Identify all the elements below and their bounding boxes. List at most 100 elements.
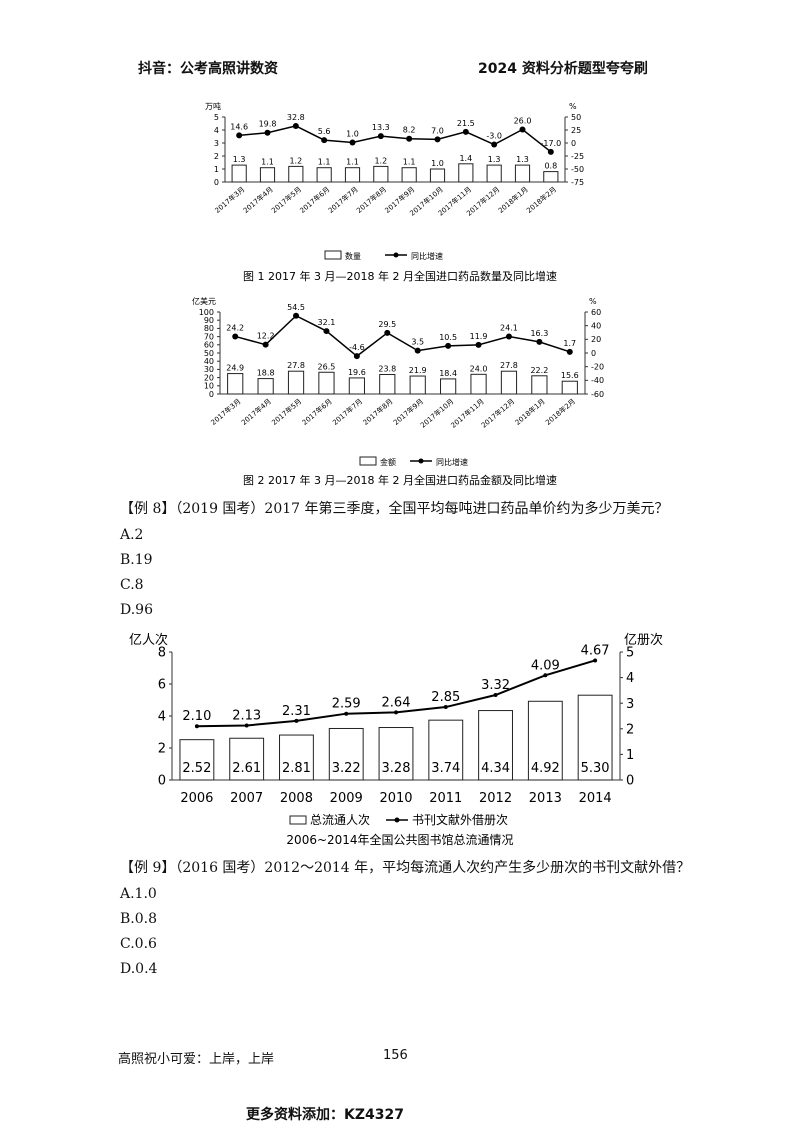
left-tick-label: 0 — [158, 774, 166, 789]
line-value-label: 24.2 — [226, 323, 244, 332]
line-point — [593, 658, 598, 663]
q8-option-c[interactable]: C.8 — [120, 577, 144, 593]
line-point — [394, 710, 398, 715]
bar — [486, 164, 502, 183]
line-point — [543, 673, 548, 678]
legend-line-marker — [418, 458, 424, 464]
bar — [401, 167, 417, 183]
bar — [287, 370, 305, 395]
left-tick-label: 30 — [204, 365, 214, 374]
bar — [458, 163, 474, 183]
left-tick-label: 4 — [214, 126, 219, 135]
q9-option-a[interactable]: A.1.0 — [120, 886, 157, 902]
x-tick-label: 2017年8月 — [355, 185, 389, 215]
left-tick-label: 60 — [204, 341, 214, 350]
bar-value-label: 1.0 — [431, 159, 444, 168]
line-value-label: 54.5 — [287, 303, 305, 312]
q9-option-c[interactable]: C.0.6 — [120, 936, 157, 952]
legend-bar-label: 金额 — [380, 457, 396, 467]
line-series — [235, 314, 571, 358]
line-value-label: 7.0 — [431, 126, 444, 135]
line-point — [294, 718, 299, 723]
right-tick-label: 1 — [626, 748, 634, 763]
page-number: 156 — [383, 1048, 408, 1063]
left-axis-unit: 亿美元 — [192, 296, 216, 306]
bar-value-label: 1.3 — [488, 155, 501, 164]
line-point — [519, 126, 526, 133]
bar-value-label: 1.2 — [374, 156, 387, 165]
bar — [440, 378, 457, 395]
line-point — [462, 128, 469, 135]
right-tick-label: 2 — [626, 722, 634, 737]
line-point — [344, 711, 349, 716]
line-value-label: 12.2 — [257, 332, 275, 341]
bar-value-label: 24.9 — [226, 364, 244, 373]
x-tick-label: 2009 — [330, 791, 363, 806]
bar-value-label: 27.8 — [500, 361, 518, 370]
bar — [514, 164, 531, 183]
line-value-label: 2.85 — [431, 690, 460, 705]
legend-line-label: 同比增速 — [436, 457, 468, 467]
left-tick-label: 2 — [158, 742, 166, 757]
bar-value-label: 3.28 — [382, 761, 411, 776]
x-tick-label: 2010 — [379, 791, 412, 806]
bar-value-label: 19.6 — [348, 368, 366, 377]
bar-value-label: 23.8 — [378, 364, 396, 373]
left-axis-unit: 万吨 — [205, 101, 221, 111]
legend-bar-swatch — [289, 815, 307, 825]
bar — [500, 370, 518, 395]
line-point — [505, 333, 512, 340]
q9-option-b[interactable]: B.0.8 — [120, 911, 158, 927]
q8-option-d[interactable]: D.96 — [120, 602, 153, 618]
line-value-label: -17.0 — [540, 139, 561, 148]
line-value-label: 1.0 — [346, 129, 359, 138]
bar — [527, 700, 563, 781]
bar-value-label: 18.8 — [257, 369, 275, 378]
bar — [344, 167, 361, 183]
x-tick-label: 2006 — [180, 791, 213, 806]
footer-contact: 更多资料添加：KZ4327 — [246, 1107, 404, 1123]
left-tick-label: 90 — [204, 316, 214, 325]
bar — [409, 375, 426, 395]
bar-value-label: 1.3 — [516, 155, 529, 164]
bar — [428, 719, 464, 781]
bar-value-label: 22.2 — [530, 366, 548, 375]
line-point — [349, 139, 356, 146]
bar-value-label: 1.2 — [289, 156, 302, 165]
x-tick-label: 2018年1月 — [513, 397, 547, 427]
chart-title: 图 1 2017 年 3 月—2018 年 2 月全国进口药品数量及同比增速 — [243, 269, 557, 283]
bar — [561, 380, 578, 395]
line-series — [239, 125, 552, 153]
line-value-label: 32.8 — [287, 113, 305, 122]
bar-value-label: 5.30 — [581, 761, 610, 776]
bar — [531, 375, 548, 395]
bar — [577, 694, 613, 781]
x-tick-label: 2007 — [230, 791, 263, 806]
bar-value-label: 1.4 — [459, 154, 472, 163]
bar-value-label: 2.61 — [232, 761, 261, 776]
bar-value-label: 1.1 — [261, 158, 274, 167]
line-point — [475, 341, 482, 348]
left-tick-label: 2 — [214, 152, 219, 161]
x-tick-label: 2017年4月 — [241, 185, 275, 215]
line-value-label: -4.6 — [349, 343, 365, 352]
line-point — [536, 338, 543, 345]
question-9-stem: 【例 9】（2016 国考）2012～2014 年，平均每流通人次约产生多少册次… — [120, 860, 691, 876]
bar — [259, 167, 276, 183]
right-tick-label: 60 — [591, 308, 601, 317]
legend-line-marker — [393, 252, 399, 258]
left-axis-unit: 亿人次 — [129, 632, 168, 648]
bar-value-label: 27.8 — [287, 361, 305, 370]
bar-value-label: 4.92 — [531, 761, 560, 776]
legend-bar-label: 总流通人次 — [310, 813, 370, 827]
q8-option-b[interactable]: B.19 — [120, 552, 153, 568]
right-tick-label: 3 — [626, 697, 634, 712]
q8-option-a[interactable]: A.2 — [120, 527, 144, 543]
footer-left: 高照祝小可爱：上岸，上岸 — [118, 1052, 275, 1067]
q9-option-d[interactable]: D.0.4 — [120, 961, 158, 977]
right-tick-label: -25 — [571, 152, 584, 161]
chart-library-circulation: 亿人次 亿册次 0 2 4 6 8 0 1 2 3 4 5 2.52 2.61 2.81 3.22 3.28 3.7… — [129, 632, 663, 847]
bar — [288, 165, 304, 183]
left-tick-label: 0 — [214, 178, 219, 187]
left-tick-label: 6 — [158, 678, 166, 693]
